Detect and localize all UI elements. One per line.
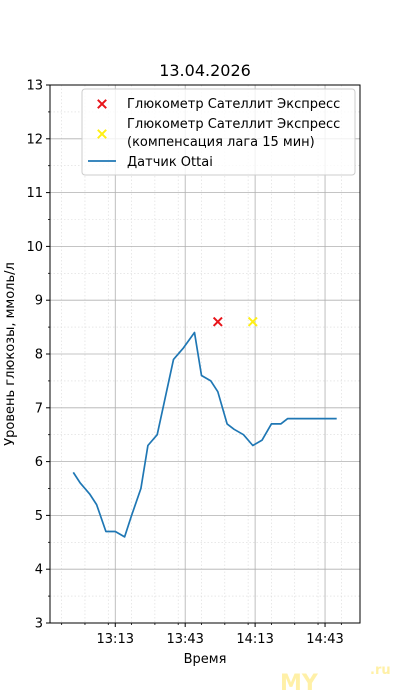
legend-entry-sensor: Датчик Ottai <box>88 155 213 170</box>
data-point-meter-lag <box>247 316 258 327</box>
x-tick-label: 13:13 <box>97 632 134 647</box>
legend-entry-meter-lag: Глюкометр Сателлит Экспресс (компенсация… <box>97 117 340 150</box>
y-axis-label: Уровень глюкозы, ммоль/л <box>3 262 18 446</box>
legend-label-meter-lag-line2: (компенсация лага 15 мин) <box>127 135 315 150</box>
watermark: MY .ru <box>280 663 391 696</box>
x-tick-label: 14:13 <box>236 632 273 647</box>
y-tick-label: 9 <box>35 294 43 309</box>
series-layer <box>72 316 337 538</box>
legend-entry-meter: Глюкометр Сателлит Экспресс <box>97 97 340 112</box>
y-tick-label: 12 <box>26 132 43 147</box>
y-tick-label: 10 <box>26 240 43 255</box>
legend: Глюкометр Сателлит Экспресс Глюкометр Са… <box>81 88 356 176</box>
legend-x-meter-lag <box>97 129 107 139</box>
plot-frame <box>49 84 361 624</box>
x-tick-label: 13:43 <box>166 632 203 647</box>
series-line-sensor <box>72 331 337 538</box>
y-tick-label: 5 <box>35 509 43 524</box>
legend-x-meter <box>97 99 107 109</box>
legend-label-meter-lag: Глюкометр Сателлит Экспресс <box>127 117 340 132</box>
y-tick-label: 3 <box>35 617 43 632</box>
legend-label-meter: Глюкометр Сателлит Экспресс <box>127 97 340 112</box>
chart-title: 13.04.2026 <box>159 61 251 80</box>
x-axis-ticks: 13:13 13:43 14:13 14:43 <box>61 623 344 647</box>
y-tick-label: 13 <box>26 79 43 94</box>
y-tick-label: 8 <box>35 348 43 363</box>
legend-label-sensor: Датчик Ottai <box>127 155 213 170</box>
watermark-suffix: .ru <box>370 663 391 678</box>
x-tick-label: 14:43 <box>306 632 343 647</box>
legend-marker-meter <box>97 99 107 109</box>
watermark-logo: MY <box>280 671 319 696</box>
y-tick-label: 6 <box>35 455 43 470</box>
y-axis-ticks: 3 4 5 6 7 8 9 10 11 12 13 <box>26 79 50 632</box>
legend-marker-meter-lag <box>97 129 107 139</box>
legend-box <box>81 88 356 176</box>
y-tick-label: 7 <box>35 401 43 416</box>
data-point-meter <box>212 316 223 327</box>
y-tick-label: 4 <box>35 563 43 578</box>
x-axis-label: Время <box>184 652 227 667</box>
y-tick-label: 11 <box>26 186 43 201</box>
